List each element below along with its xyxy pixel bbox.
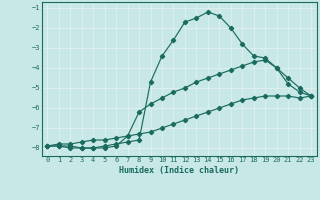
X-axis label: Humidex (Indice chaleur): Humidex (Indice chaleur) <box>119 166 239 175</box>
